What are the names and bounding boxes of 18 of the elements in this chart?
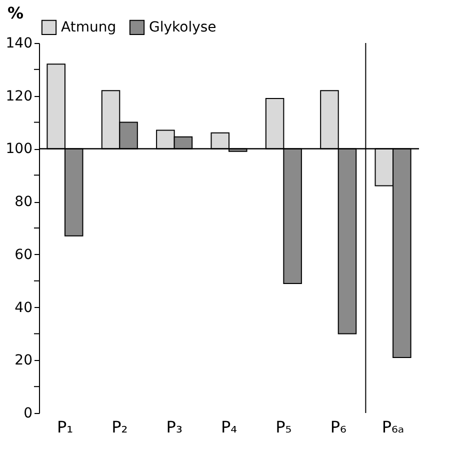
x-tick-label: P₆ₐ [382, 418, 404, 436]
y-tick-label: 0 [24, 406, 32, 422]
x-tick-label: P₃ [166, 418, 182, 436]
y-tick-label: 40 [14, 300, 32, 316]
y-axis-title: % [8, 4, 24, 22]
y-tick-label: 100 [6, 141, 32, 158]
x-tick-label: P₄ [220, 418, 238, 436]
y-tick-label: 20 [14, 352, 32, 369]
x-tick-label: P₆ [330, 418, 346, 436]
legend-label: Glykolyse [149, 19, 216, 36]
y-tick-label: 120 [6, 88, 32, 104]
y-tick-label: 60 [14, 246, 32, 263]
x-tick-label: P₅ [276, 418, 292, 436]
y-tick-label: 140 [6, 36, 32, 52]
x-tick-label: P₁ [56, 418, 73, 436]
legend-label: Atmung [61, 19, 116, 36]
y-tick-label: 80 [14, 194, 32, 210]
x-tick-label: P₂ [112, 418, 128, 436]
